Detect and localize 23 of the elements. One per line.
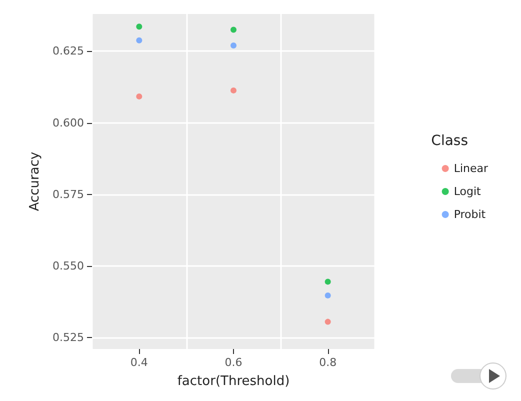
point bbox=[324, 318, 331, 325]
y-tick-label: 0.625 bbox=[52, 44, 84, 58]
legend-title: Class bbox=[431, 133, 468, 149]
point bbox=[136, 24, 142, 30]
y-tick-label: 0.525 bbox=[52, 331, 84, 344]
legend-label: Logit bbox=[454, 185, 482, 198]
point bbox=[136, 93, 142, 100]
legend-label: Probit bbox=[454, 208, 486, 221]
point bbox=[230, 87, 236, 94]
x-tick-label: 0.6 bbox=[224, 356, 242, 369]
point bbox=[230, 26, 236, 33]
x-tick-label: 0.4 bbox=[130, 356, 148, 369]
y-axis-title: Accuracy bbox=[28, 152, 43, 212]
point bbox=[324, 278, 331, 285]
point bbox=[136, 37, 142, 44]
y-tick-label: 0.600 bbox=[52, 116, 84, 130]
legend-label: Linear bbox=[454, 162, 488, 175]
point bbox=[324, 292, 331, 298]
x-tick-label: 0.8 bbox=[319, 356, 337, 369]
x-axis-title: factor(Threshold) bbox=[177, 374, 290, 389]
y-tick-label: 0.575 bbox=[52, 188, 84, 201]
point bbox=[230, 42, 236, 48]
y-tick-label: 0.550 bbox=[52, 259, 84, 272]
